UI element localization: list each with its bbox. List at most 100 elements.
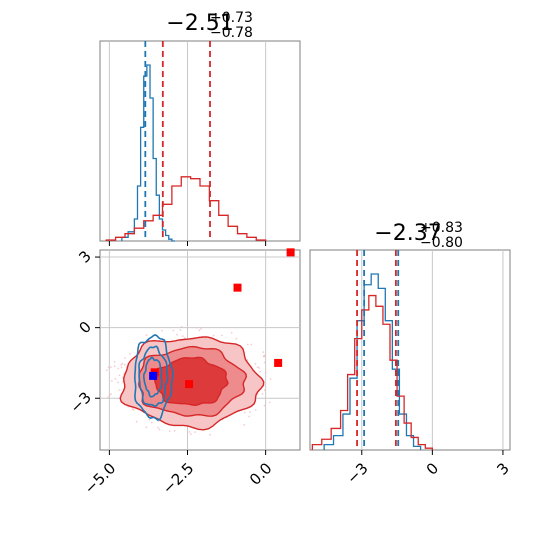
- panel-marginal-x-quantiles: [144, 41, 211, 241]
- joint-scatter-point: [120, 366, 123, 369]
- joint-y-tick-label-0: 3: [75, 247, 94, 266]
- joint-scatter-point: [129, 353, 132, 355]
- joint-scatter-point: [262, 351, 265, 353]
- panel-marginal-y-grid: [361, 250, 504, 450]
- panel-joint-blue-contours: [133, 334, 174, 421]
- joint-red-marker-0: [286, 248, 295, 257]
- joint-x-tick-label-1: −2.5: [159, 459, 197, 497]
- my-tick-label-0: −3: [343, 459, 371, 487]
- joint-scatter-point: [243, 423, 246, 426]
- joint-scatter-point: [200, 328, 202, 330]
- panel-marginal-x-title-upper: +0.73: [210, 10, 253, 26]
- joint-scatter-point: [198, 329, 201, 332]
- joint-red-marker-2: [274, 358, 283, 367]
- joint-scatter-point: [190, 433, 192, 436]
- joint-scatter-point: [148, 418, 151, 421]
- panel-marginal-x-title: −2.51: [166, 11, 233, 36]
- joint-scatter-point: [268, 401, 271, 404]
- joint-scatter-point: [194, 431, 196, 433]
- joint-scatter-point: [161, 329, 164, 332]
- joint-scatter-point: [254, 409, 257, 411]
- joint-scatter-point: [173, 430, 176, 432]
- joint-scatter-point: [114, 377, 117, 380]
- panel-marginal-y-series: [311, 273, 434, 450]
- joint-scatter-point: [118, 389, 121, 391]
- joint-scatter-point: [235, 337, 238, 340]
- my-hist-blue: [323, 273, 422, 450]
- joint-scatter-point: [145, 334, 148, 336]
- joint-red-marker-3: [185, 380, 194, 389]
- joint-scatter-point: [261, 393, 264, 395]
- joint-scatter-point: [248, 415, 251, 418]
- joint-scatter-point: [135, 420, 138, 423]
- joint-scatter-point: [263, 361, 266, 364]
- panel-marginal-y-title-main: −2.37: [374, 221, 441, 246]
- joint-scatter-point: [158, 428, 161, 431]
- panel-marginal-x-series: [105, 64, 267, 242]
- panel-joint: −5.0 −2.5 0.0 3 0 −3: [67, 247, 301, 498]
- panel-marginal-y-title: −2.37: [374, 221, 441, 246]
- joint-y-tick-label-2: −3: [67, 388, 95, 416]
- panel-marginal-y-ticks: −3 0 3: [343, 450, 513, 488]
- joint-scatter-point: [258, 367, 261, 369]
- joint-scatter-point: [250, 343, 253, 346]
- joint-scatter-point: [188, 431, 191, 433]
- panel-marginal-y: −3 0 3 −2.37 +0.83 −0.80: [309, 220, 513, 488]
- joint-scatter-point: [269, 378, 272, 380]
- joint-scatter-point: [195, 326, 198, 329]
- joint-scatter-point: [263, 355, 265, 358]
- joint-scatter-point: [118, 374, 121, 377]
- joint-blue-contour-2: [143, 356, 163, 398]
- joint-scatter-point: [124, 357, 126, 359]
- joint-scatter-point: [183, 337, 186, 339]
- joint-scatter-point: [221, 334, 223, 337]
- joint-scatter-point: [180, 326, 183, 328]
- joint-x-tick-label-0: −5.0: [81, 459, 119, 497]
- joint-scatter-point: [263, 404, 266, 407]
- joint-y-tick-label-1: 0: [75, 318, 94, 337]
- joint-scatter-point: [105, 369, 108, 372]
- joint-scatter-point: [110, 393, 112, 395]
- joint-scatter-point: [263, 389, 266, 391]
- joint-scatter-point: [107, 366, 110, 369]
- joint-scatter-point: [176, 333, 178, 336]
- joint-scatter-point: [108, 394, 111, 397]
- joint-scatter-point: [107, 396, 110, 399]
- joint-scatter-point: [256, 366, 259, 368]
- mx-hist-blue: [121, 64, 175, 242]
- joint-red-marker-1: [233, 283, 242, 292]
- panel-marginal-x: −2.51 +0.73 −0.78: [99, 10, 301, 246]
- joint-scatter-point: [243, 411, 246, 414]
- joint-scatter-point: [249, 411, 252, 413]
- joint-x-tick-label-2: 0.0: [246, 459, 276, 489]
- panel-marginal-y-title-upper: +0.83: [420, 220, 463, 236]
- joint-blue-marker-0: [149, 371, 158, 380]
- joint-scatter-point: [179, 329, 182, 331]
- joint-scatter-point: [168, 430, 171, 432]
- joint-scatter-point: [209, 433, 212, 436]
- joint-scatter-point: [259, 370, 261, 373]
- joint-scatter-point: [181, 335, 184, 338]
- joint-scatter-point: [131, 408, 134, 410]
- joint-scatter-point: [117, 381, 119, 384]
- my-tick-label-2: 3: [493, 459, 512, 478]
- panel-joint-markers: [149, 248, 295, 389]
- joint-scatter-point: [157, 426, 160, 429]
- joint-scatter-point: [254, 362, 257, 365]
- panel-marginal-x-title-main: −2.51: [166, 11, 233, 36]
- panel-marginal-x-ticks: [108, 241, 267, 246]
- joint-scatter-point: [113, 365, 116, 368]
- panel-marginal-x-frame: [99, 40, 301, 242]
- panel-marginal-x-title-lower: −0.78: [210, 25, 253, 41]
- panel-marginal-y-quantiles: [356, 250, 400, 450]
- joint-scatter-point: [246, 343, 249, 346]
- joint-scatter-point: [121, 362, 124, 365]
- joint-scatter-point: [150, 421, 153, 424]
- joint-scatter-point: [212, 334, 215, 337]
- panel-marginal-x-grid: [108, 41, 267, 241]
- my-hist-red: [311, 294, 434, 450]
- joint-scatter-point: [110, 366, 112, 368]
- panel-marginal-y-title-lower: −0.80: [420, 235, 463, 251]
- joint-scatter-point: [120, 364, 123, 366]
